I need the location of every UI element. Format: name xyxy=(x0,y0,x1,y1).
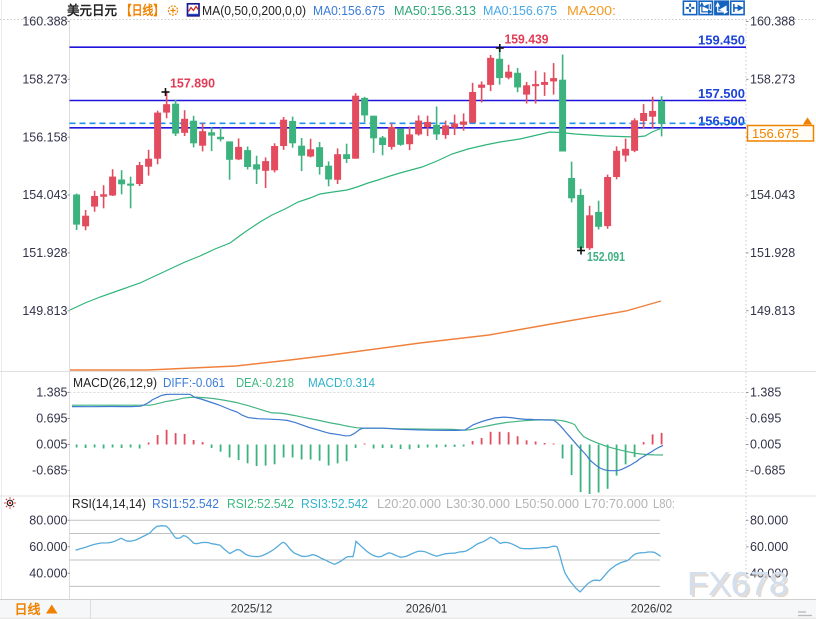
svg-text:【日线】: 【日线】 xyxy=(121,3,164,18)
svg-text:0.695: 0.695 xyxy=(36,412,67,426)
svg-text:60.000: 60.000 xyxy=(750,540,788,554)
svg-text:1.385: 1.385 xyxy=(750,386,781,400)
svg-text:40.000: 40.000 xyxy=(29,567,67,581)
svg-text:L70:70.000: L70:70.000 xyxy=(584,497,648,511)
svg-text:-0.685: -0.685 xyxy=(750,464,785,478)
svg-text:159.439: 159.439 xyxy=(505,33,549,47)
svg-text:DEA:-0.218: DEA:-0.218 xyxy=(236,376,294,390)
svg-text:149.813: 149.813 xyxy=(750,304,795,318)
svg-text:MA50:156.313: MA50:156.313 xyxy=(394,4,476,18)
svg-text:158.273: 158.273 xyxy=(22,73,67,87)
svg-text:1.385: 1.385 xyxy=(36,386,67,400)
svg-text:L20:20.000: L20:20.000 xyxy=(377,497,441,511)
svg-text:L50:50.000: L50:50.000 xyxy=(515,497,579,511)
svg-text:160.388: 160.388 xyxy=(750,15,795,29)
svg-text:-0.685: -0.685 xyxy=(32,464,67,478)
svg-text:154.043: 154.043 xyxy=(750,188,795,202)
svg-text:MACD:0.314: MACD:0.314 xyxy=(308,376,375,390)
svg-text:L30:30.000: L30:30.000 xyxy=(446,497,510,511)
svg-text:MA200:: MA200: xyxy=(567,4,616,18)
svg-text:RSI(14,14,14): RSI(14,14,14) xyxy=(72,497,146,511)
svg-text:80.000: 80.000 xyxy=(750,514,788,528)
svg-text:60.000: 60.000 xyxy=(29,540,67,554)
svg-text:151.928: 151.928 xyxy=(22,246,67,260)
svg-text:美元日元: 美元日元 xyxy=(67,3,117,18)
svg-text:156.675: 156.675 xyxy=(752,126,799,141)
svg-text:MACD(26,12,9): MACD(26,12,9) xyxy=(73,376,157,390)
svg-text:154.043: 154.043 xyxy=(22,188,67,202)
svg-text:RSI3:52.542: RSI3:52.542 xyxy=(301,497,368,511)
svg-text:160.388: 160.388 xyxy=(22,15,67,29)
svg-text:2026/02: 2026/02 xyxy=(631,604,673,616)
svg-text:0.695: 0.695 xyxy=(750,412,781,426)
svg-text:MA0:156.675: MA0:156.675 xyxy=(483,4,557,18)
svg-text:159.450: 159.450 xyxy=(698,33,745,48)
svg-text:157.890: 157.890 xyxy=(170,77,215,91)
svg-text:FX678: FX678 xyxy=(689,567,790,604)
svg-text:2025/12: 2025/12 xyxy=(231,604,273,616)
svg-text:151.928: 151.928 xyxy=(750,246,795,260)
svg-text:日线: 日线 xyxy=(15,602,41,617)
svg-text:152.091: 152.091 xyxy=(587,250,625,264)
svg-text:L80:: L80: xyxy=(653,497,675,511)
svg-text:FX678: FX678 xyxy=(687,565,788,602)
svg-text:DIFF:-0.061: DIFF:-0.061 xyxy=(163,376,225,390)
svg-text:0.005: 0.005 xyxy=(36,438,67,452)
svg-text:40.000: 40.000 xyxy=(750,567,788,581)
svg-text:156.500: 156.500 xyxy=(698,113,745,128)
svg-text:80.000: 80.000 xyxy=(29,514,67,528)
svg-text:157.500: 157.500 xyxy=(698,86,745,101)
svg-text:149.813: 149.813 xyxy=(22,304,67,318)
svg-text:158.273: 158.273 xyxy=(750,73,795,87)
svg-text:RSI1:52.542: RSI1:52.542 xyxy=(152,497,219,511)
svg-text:2026/01: 2026/01 xyxy=(406,604,448,616)
svg-text:MA(0,50,0,200,0,0): MA(0,50,0,200,0,0) xyxy=(202,4,306,18)
svg-text:0.005: 0.005 xyxy=(750,438,781,452)
svg-text:156.158: 156.158 xyxy=(22,130,67,144)
svg-text:MA0:156.675: MA0:156.675 xyxy=(313,4,385,18)
svg-text:RSI2:52.542: RSI2:52.542 xyxy=(227,497,294,511)
